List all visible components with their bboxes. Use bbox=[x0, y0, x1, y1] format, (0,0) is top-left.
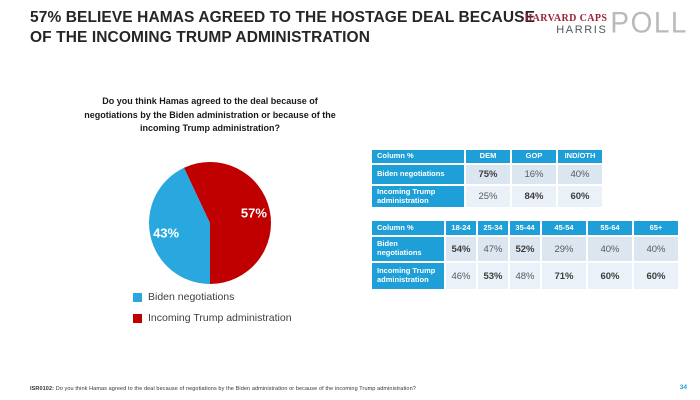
value-cell: 54% bbox=[446, 237, 476, 261]
value-cell: 40% bbox=[558, 165, 602, 184]
question-code: ISR0102: bbox=[30, 386, 55, 392]
footnote: ISR0102: Do you think Hamas agreed to th… bbox=[30, 386, 416, 392]
legend-label: Biden negotiations bbox=[148, 291, 235, 303]
value-cell: 40% bbox=[588, 237, 632, 261]
column-header: Column % bbox=[372, 150, 464, 163]
pie-slice-1 bbox=[184, 162, 272, 284]
slide-title: 57% BELIEVE HAMAS AGREED TO THE HOSTAGE … bbox=[30, 9, 536, 46]
pie-slice-label-0: 43% bbox=[153, 225, 180, 241]
value-cell: 48% bbox=[510, 263, 540, 289]
column-header: GOP bbox=[512, 150, 556, 163]
chart-legend: Biden negotiations Incoming Trump adminis… bbox=[133, 291, 292, 333]
legend-swatch-icon bbox=[133, 313, 142, 323]
pie-chart: 43% 57% bbox=[148, 161, 272, 285]
column-header: DEM bbox=[466, 150, 510, 163]
logo-text-block: HARVARD CAPS HARRIS bbox=[525, 10, 608, 37]
logo-poll: POLL bbox=[610, 6, 688, 39]
legend-swatch-icon bbox=[133, 292, 142, 302]
legend-item-1: Incoming Trump administration bbox=[133, 312, 292, 324]
column-header: 55-64 bbox=[588, 221, 632, 235]
column-header: Column % bbox=[372, 221, 444, 235]
legend-label: Incoming Trump administration bbox=[148, 312, 292, 324]
value-cell: 84% bbox=[512, 186, 556, 207]
legend-item-0: Biden negotiations bbox=[133, 291, 292, 303]
pie-chart-svg bbox=[149, 162, 272, 284]
value-cell: 40% bbox=[634, 237, 678, 261]
column-header: 18-24 bbox=[446, 221, 476, 235]
page-number: 34 bbox=[679, 384, 687, 391]
row-label: Incoming Trump administration bbox=[372, 263, 444, 289]
row-label: Incoming Trump administration bbox=[372, 186, 464, 207]
column-header: IND/OTH bbox=[558, 150, 602, 163]
column-header: 65+ bbox=[634, 221, 678, 235]
harvard-harris-poll-logo: HARVARD CAPS HARRIS POLL bbox=[525, 6, 689, 39]
value-cell: 52% bbox=[510, 237, 540, 261]
value-cell: 53% bbox=[478, 263, 508, 289]
value-cell: 46% bbox=[446, 263, 476, 289]
column-header: 35-44 bbox=[510, 221, 540, 235]
value-cell: 71% bbox=[542, 263, 586, 289]
value-cell: 47% bbox=[478, 237, 508, 261]
logo-harris: HARRIS bbox=[556, 24, 608, 36]
column-header: 45-54 bbox=[542, 221, 586, 235]
logo-harvard-caps: HARVARD CAPS bbox=[524, 13, 608, 24]
value-cell: 25% bbox=[466, 186, 510, 207]
column-header: 25-34 bbox=[478, 221, 508, 235]
pie-slice-label-1: 57% bbox=[240, 205, 267, 221]
value-cell: 60% bbox=[634, 263, 678, 289]
value-cell: 75% bbox=[466, 165, 510, 184]
value-cell: 60% bbox=[558, 186, 602, 207]
value-cell: 16% bbox=[512, 165, 556, 184]
value-cell: 60% bbox=[588, 263, 632, 289]
row-label: Biden negotiations bbox=[372, 165, 464, 184]
row-label: Biden negotiations bbox=[372, 237, 444, 261]
footnote-text: Do you think Hamas agreed to the deal be… bbox=[55, 386, 416, 392]
survey-question: Do you think Hamas agreed to the deal be… bbox=[84, 96, 336, 133]
party-crosstab-table: Column % DEM GOP IND/OTH Biden negotiations 7… bbox=[372, 150, 602, 207]
age-crosstab-table: Column % 18-24 25-34 35-44 45-54 55-64 65+ Bide… bbox=[372, 221, 678, 289]
value-cell: 29% bbox=[542, 237, 586, 261]
pie-slice-0 bbox=[149, 167, 210, 284]
